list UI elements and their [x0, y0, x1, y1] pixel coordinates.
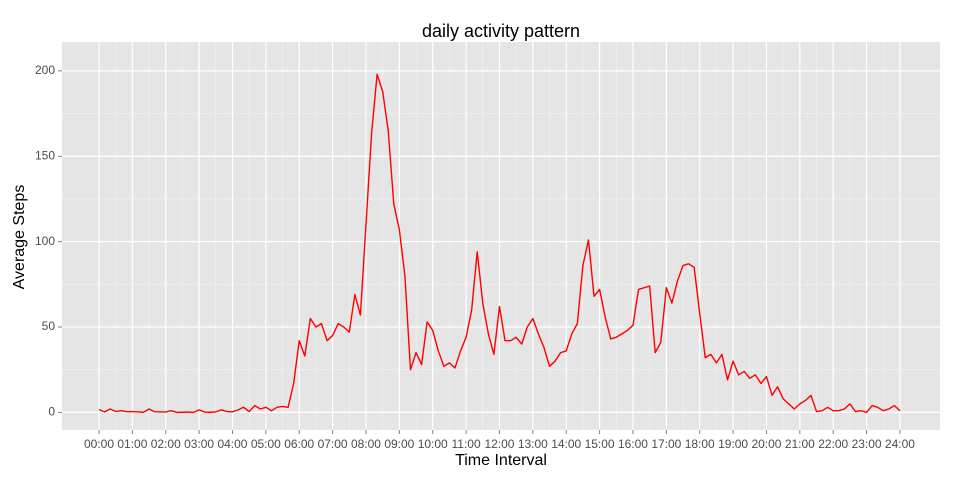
x-tick-label: 19:00: [718, 437, 748, 451]
y-axis-label: Average Steps: [11, 185, 28, 290]
y-tick-label: 200: [35, 63, 55, 77]
x-tick-label: 17:00: [651, 437, 681, 451]
x-tick-label: 02:00: [151, 437, 181, 451]
y-tick-label: 100: [35, 234, 55, 248]
x-tick-label: 04:00: [217, 437, 247, 451]
x-axis-label: Time Interval: [455, 452, 547, 469]
x-tick-label: 11:00: [452, 437, 481, 451]
x-tick-label: 20:00: [751, 437, 781, 451]
y-tick-label: 0: [48, 405, 55, 419]
x-tick-label: 08:00: [351, 437, 381, 451]
x-tick-label: 10:00: [418, 437, 448, 451]
x-tick-label: 16:00: [618, 437, 648, 451]
x-tick-label: 12:00: [484, 437, 514, 451]
line: [98, 73, 901, 414]
grid: [62, 42, 940, 430]
x-tick-label: 23:00: [852, 437, 882, 451]
x-tick-label: 00:00: [84, 437, 114, 451]
panel: [62, 42, 940, 430]
x-tick-label: 15:00: [585, 437, 615, 451]
x-tick-label: 14:00: [551, 437, 581, 451]
x-tick-label: 03:00: [184, 437, 214, 451]
y-tick-label: 150: [35, 148, 55, 162]
x-tick-label: 22:00: [818, 437, 848, 451]
x-tick-label: 09:00: [384, 437, 414, 451]
x-tick-label: 01:00: [117, 437, 147, 451]
x-tick-label: 06:00: [284, 437, 314, 451]
y-tick-label: 50: [42, 319, 56, 333]
x-tick-label: 05:00: [251, 437, 281, 451]
x-tick-label: 13:00: [518, 437, 548, 451]
chart-title: daily activity pattern: [422, 21, 580, 41]
x-tick-label: 07:00: [318, 437, 348, 451]
marks: [98, 73, 901, 414]
x-tick-label: 18:00: [685, 437, 715, 451]
x-tick-label: 24:00: [885, 437, 915, 451]
x-tick-label: 21:00: [785, 437, 815, 451]
